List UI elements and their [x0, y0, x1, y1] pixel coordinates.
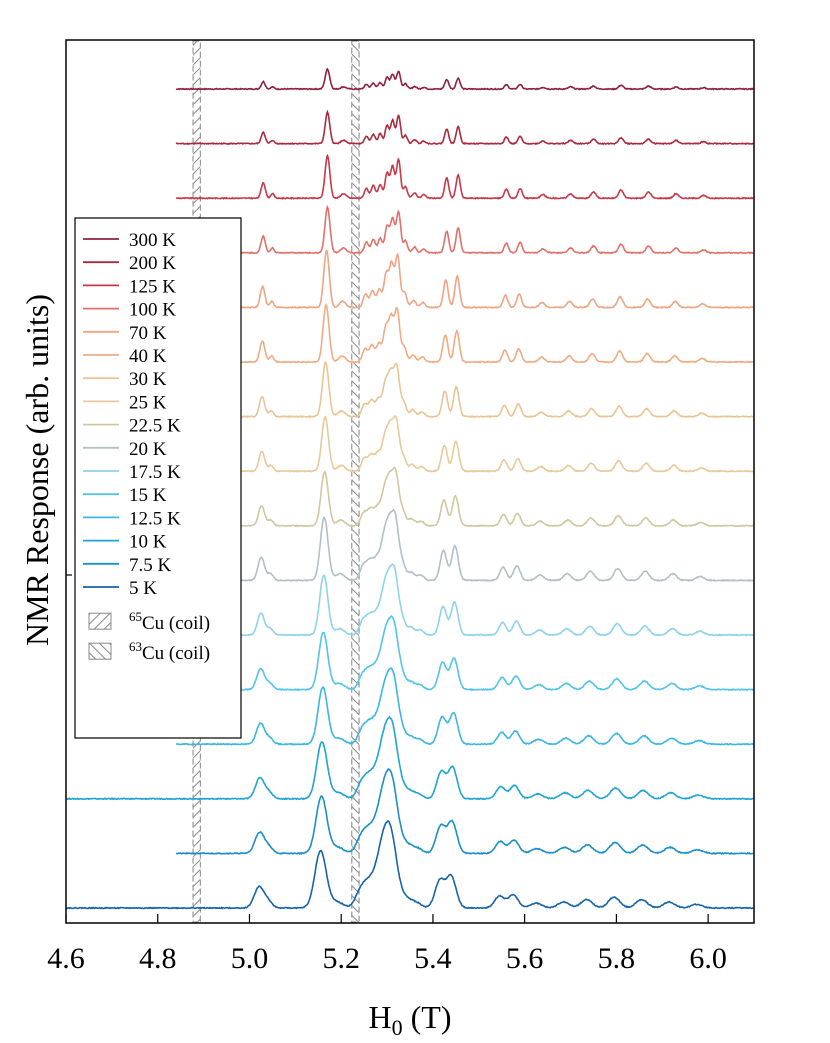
spectrum-trace-300-K	[175, 67, 754, 91]
legend-label: 5 K	[129, 578, 157, 599]
legend-label: 65Cu (coil)	[129, 609, 210, 634]
x-tick-label: 5.4	[414, 942, 452, 975]
x-tick-label: 5.2	[322, 942, 360, 975]
coil-band-2	[351, 40, 360, 923]
legend-label: 25 K	[129, 392, 167, 413]
spectrum-trace-30-K	[175, 360, 754, 419]
x-tick-label: 4.8	[139, 942, 177, 975]
x-axis-label-unit: (T)	[403, 999, 452, 1035]
legend-label: 10 K	[129, 532, 167, 553]
legend-label: 70 K	[129, 323, 167, 344]
x-tick-label: 6.0	[689, 942, 727, 975]
legend-label: 12.5 K	[129, 508, 181, 529]
spectrum-trace-10-K	[66, 715, 754, 801]
spectrum-trace-200-K	[175, 109, 754, 146]
legend-label: 40 K	[129, 346, 167, 367]
spectrum-trace-15-K	[175, 615, 754, 692]
spectrum-trace-5-K	[66, 819, 754, 910]
legend-label: 200 K	[129, 253, 176, 274]
x-tick-label: 5.6	[506, 942, 544, 975]
spectrum-trace-20-K	[175, 508, 754, 582]
spectrum-trace-25-K	[175, 415, 754, 473]
y-axis-label: NMR Response (arb. units)	[19, 294, 55, 646]
spectrum-trace-100-K	[175, 204, 754, 255]
legend-label: 125 K	[129, 276, 176, 297]
legend-label: 30 K	[129, 369, 167, 390]
legend-label: 7.5 K	[129, 555, 172, 576]
spectrum-trace-12-5-K	[176, 667, 754, 746]
x-tick-label: 4.6	[47, 942, 85, 975]
spectrum-trace-22-5-K	[175, 466, 754, 528]
legend-label: 20 K	[129, 439, 167, 460]
legend-label: 17.5 K	[129, 462, 181, 483]
spectrum-trace-125-K	[175, 153, 754, 200]
x-axis-label: H0 (T)	[369, 999, 452, 1040]
spectrum-trace-40-K	[175, 303, 754, 364]
legend-hatch-swatch	[88, 612, 112, 630]
legend-label: 15 K	[129, 485, 167, 506]
legend-label: 22.5 K	[129, 416, 181, 437]
spectra-traces	[66, 67, 754, 910]
spectrum-trace-17-5-K	[175, 563, 754, 637]
x-tick-label: 5.8	[598, 942, 636, 975]
spectrum-trace-7-5-K	[176, 768, 754, 855]
x-axis-label-subscript: 0	[392, 1015, 403, 1040]
x-tick-label: 5.0	[231, 942, 269, 975]
spectrum-trace-70-K	[175, 249, 754, 309]
legend-label: 300 K	[129, 230, 176, 251]
legend-hatch-swatch	[88, 642, 112, 660]
legend-label: 100 K	[129, 300, 176, 321]
plot-frame	[65, 39, 755, 924]
x-axis-ticks: 4.6 4.8 5.0 5.2 5.4 5.6 5.8 6.0	[47, 574, 727, 975]
legend-label: 63Cu (coil)	[129, 639, 210, 664]
